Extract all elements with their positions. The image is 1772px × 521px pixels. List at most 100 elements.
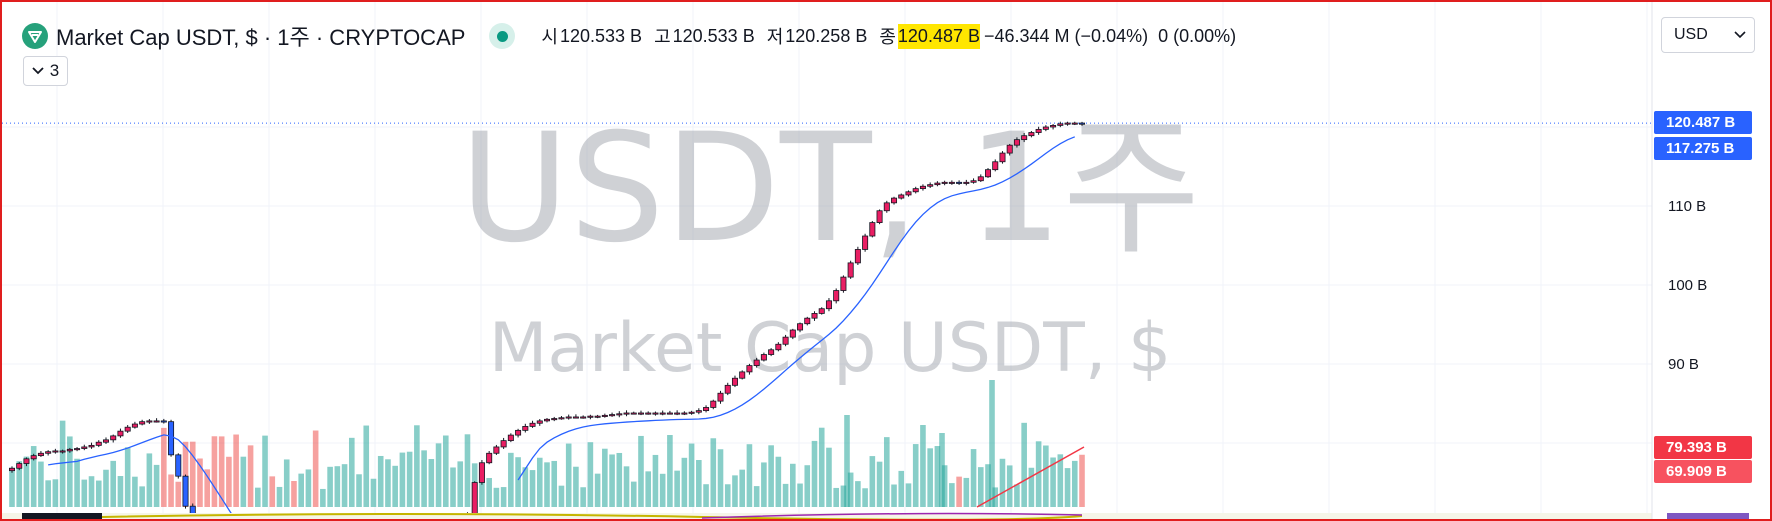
candle-body	[30, 455, 37, 460]
volume-bar	[883, 437, 890, 507]
volume-bar	[989, 380, 995, 507]
volume-value: 0 (0.00%)	[1158, 25, 1237, 46]
close-label: 종	[879, 27, 896, 47]
candle-body	[811, 313, 818, 319]
candle-body	[941, 181, 948, 184]
volume-bar	[233, 434, 239, 507]
candle-body	[1035, 128, 1042, 133]
candle-body	[905, 191, 912, 196]
candle-body	[609, 414, 616, 417]
volume-bar	[240, 456, 247, 507]
high-label: 고	[654, 27, 671, 47]
volume-bar	[710, 438, 717, 507]
candle-body	[797, 323, 804, 331]
market-status-icon[interactable]	[489, 23, 516, 49]
price-axis-tags: 120.487 B 117.275 B 79.393 B 69.909 B	[1654, 111, 1752, 519]
volume-bar	[844, 415, 850, 507]
volume-bar	[74, 458, 80, 507]
candle-body	[862, 235, 869, 250]
volume-bar	[999, 458, 1006, 507]
volume-bar	[457, 461, 464, 507]
volume-bar	[327, 466, 333, 507]
tether-logo-icon[interactable]	[22, 23, 48, 49]
volume-bar	[529, 470, 536, 507]
volume-bar	[262, 435, 268, 507]
candle-body	[507, 434, 514, 442]
candle-body	[601, 414, 608, 417]
volume-bar	[226, 456, 232, 507]
low-label: 저	[766, 27, 784, 47]
candle-body	[95, 441, 102, 446]
price-tag	[1654, 460, 1752, 483]
volume-bar	[189, 441, 196, 507]
trend-line	[976, 446, 1085, 508]
candle-body	[760, 354, 767, 361]
candle-body	[1057, 123, 1064, 126]
volume-bar	[1050, 457, 1056, 507]
volume-bar	[847, 472, 854, 507]
symbol-title[interactable]: Market Cap USDT, $ · 1주 · CRYPTOCAP	[56, 25, 466, 50]
volume-bar	[414, 425, 420, 507]
candle-body	[565, 416, 572, 419]
candle-body	[1006, 144, 1013, 154]
volume-bar	[790, 463, 796, 507]
volume-bar	[334, 466, 341, 507]
candle-body	[963, 181, 970, 184]
watermark-line1: USDT, 1주	[460, 102, 1201, 276]
candle-body	[666, 412, 673, 415]
price-axis-labels: 110 B 100 B 90 B	[1668, 198, 1707, 373]
candle-body	[117, 430, 124, 437]
volume-bar	[876, 461, 883, 507]
candle-body	[74, 448, 81, 451]
candle-body	[478, 462, 485, 483]
open-value: 120.533 B	[559, 25, 643, 46]
volume-bar	[146, 453, 153, 507]
volume-bar	[1057, 454, 1064, 507]
price-axis[interactable]	[1652, 2, 1770, 519]
volume-bar	[818, 427, 825, 507]
candle-body	[23, 458, 30, 464]
candle-body	[948, 181, 955, 184]
candle-body	[160, 420, 167, 423]
volume-bar	[168, 474, 174, 507]
candle-body	[1013, 139, 1020, 146]
volume-bar	[103, 469, 109, 507]
volume-bar	[88, 476, 95, 507]
volume-bar	[717, 449, 724, 507]
candle-body	[16, 463, 23, 469]
candle-body	[652, 412, 659, 415]
volume-bar	[218, 436, 225, 507]
volume-bar	[739, 469, 746, 507]
volume-bar	[630, 481, 637, 507]
volume-bar	[667, 435, 673, 507]
volume-bar	[197, 458, 203, 507]
candle-body	[630, 412, 637, 415]
close-value: 120.487 B	[897, 23, 980, 49]
change-value: −46.344 M (−0.04%)	[983, 25, 1149, 46]
candle-body	[637, 412, 644, 415]
volume-bar	[920, 425, 926, 507]
volume-bar	[16, 461, 23, 507]
price-tag-partial	[1667, 513, 1749, 519]
volume-bar	[117, 476, 124, 507]
candle-body	[102, 439, 109, 443]
volume-bar	[804, 465, 811, 507]
candle-body	[883, 202, 890, 212]
volume-bar	[428, 459, 435, 507]
volume-bar	[775, 456, 782, 507]
volume-histogram	[9, 380, 1085, 507]
candle-body	[139, 421, 146, 425]
indicators-toggle-button[interactable]: 3	[23, 56, 68, 86]
candle-body	[168, 421, 175, 456]
watermark-line2: Market Cap USDT, $	[489, 309, 1172, 388]
price-tick-label: 110 B	[1668, 198, 1706, 215]
volume-bar	[898, 470, 905, 507]
candle-body	[703, 407, 710, 412]
volume-bar	[269, 476, 276, 507]
volume-bar	[544, 462, 550, 507]
candle-body	[110, 435, 117, 441]
volume-bar	[399, 452, 406, 507]
volume-bar	[204, 469, 211, 507]
currency-select[interactable]: USD	[1661, 17, 1755, 53]
